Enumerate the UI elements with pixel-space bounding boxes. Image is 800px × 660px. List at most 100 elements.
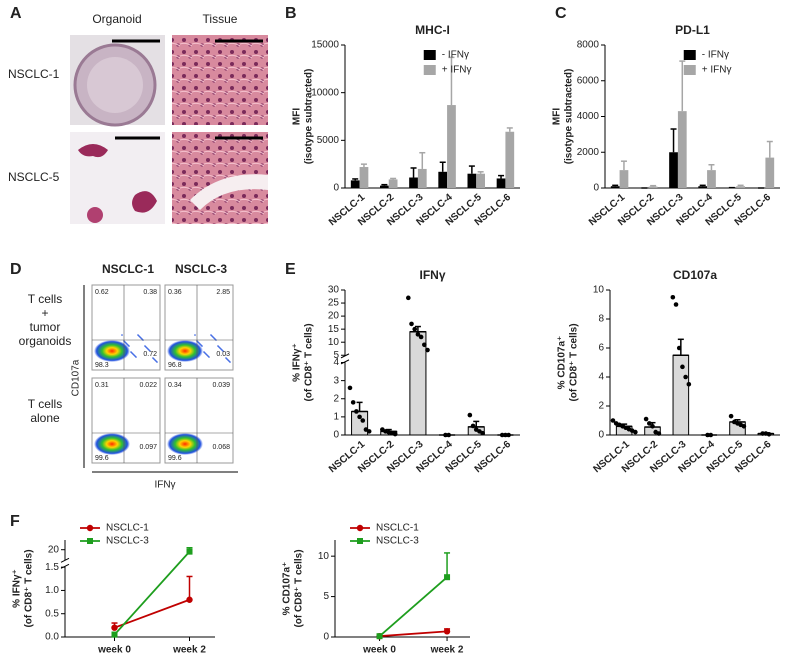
axis-break xyxy=(60,557,70,563)
event-dot xyxy=(222,350,224,352)
panel-letter: C xyxy=(555,5,567,22)
event-dot xyxy=(213,337,215,339)
y-axis-label: (of CD8⁺ T cells) xyxy=(304,323,315,401)
legend-swatch xyxy=(423,50,436,60)
event-dot xyxy=(145,346,147,348)
data-point xyxy=(680,364,685,370)
data-point xyxy=(418,334,424,340)
y-tick-label: 1.0 xyxy=(45,585,59,596)
x-tick-label: week 0 xyxy=(97,645,131,656)
axis-break xyxy=(340,359,350,365)
event-dot xyxy=(135,356,137,358)
y-tick-label: 4 xyxy=(598,372,604,383)
y-tick-label: 0.5 xyxy=(45,608,59,619)
flow-x-label: IFNγ xyxy=(154,480,175,491)
marker xyxy=(111,631,118,638)
density-blob xyxy=(167,340,203,362)
y-tick-label: 4000 xyxy=(577,111,600,122)
quadrant-value: 96.8 xyxy=(168,362,182,369)
bar xyxy=(736,186,745,188)
y-axis-label: % CD107a⁺ xyxy=(282,562,293,616)
panel-letter: E xyxy=(285,261,296,278)
bar xyxy=(359,167,369,188)
chart-title: IFNγ xyxy=(419,268,445,282)
y-axis-label: (of CD8⁺ T cells) xyxy=(294,549,305,627)
legend-label: + IFNγ xyxy=(702,65,732,76)
bar xyxy=(409,177,418,188)
event-dot xyxy=(206,354,208,356)
data-point xyxy=(425,347,430,353)
event-dot xyxy=(134,355,136,357)
event-dot xyxy=(198,342,200,344)
data-point xyxy=(480,430,485,436)
event-dot xyxy=(227,359,229,361)
event-dot xyxy=(199,343,201,345)
data-point xyxy=(409,321,414,327)
image-column-label: Organoid xyxy=(92,12,141,26)
y-tick-label: 10 xyxy=(318,551,330,562)
panel-letter: B xyxy=(285,5,297,22)
panel-letter: F xyxy=(10,513,20,530)
event-dot xyxy=(217,345,219,347)
y-tick-label: 8000 xyxy=(577,40,600,51)
marker xyxy=(376,633,383,640)
quadrant-value: 0.097 xyxy=(139,444,157,451)
bar xyxy=(417,168,427,188)
data-point xyxy=(412,326,418,332)
chart-title: CD107a xyxy=(673,268,717,282)
bar xyxy=(496,178,506,188)
event-dot xyxy=(218,346,220,348)
y-tick-label: 20 xyxy=(48,544,60,555)
y-tick-label: 10 xyxy=(328,337,340,348)
flow-y-label: CD107a xyxy=(71,359,82,396)
event-dot xyxy=(139,336,141,338)
legend-marker xyxy=(357,538,363,544)
quadrant-value: 0.03 xyxy=(216,351,230,358)
bar xyxy=(610,186,620,188)
image-row-label: NSCLC-5 xyxy=(8,170,60,184)
data-point xyxy=(610,418,616,423)
y-tick-label: 2000 xyxy=(577,147,600,158)
quadrant-value: 0.72 xyxy=(143,351,157,358)
x-tick-label: week 2 xyxy=(430,645,464,656)
event-dot xyxy=(155,360,157,362)
event-dot xyxy=(229,361,231,363)
event-dot xyxy=(131,352,133,354)
y-axis-label: % IFNγ⁺ xyxy=(292,343,303,382)
event-dot xyxy=(194,334,196,336)
event-dot xyxy=(147,348,149,350)
quadrant-value: 0.068 xyxy=(212,444,230,451)
legend-swatch xyxy=(683,50,696,60)
data-point xyxy=(503,432,508,438)
chart-title: MHC-I xyxy=(415,23,450,37)
y-axis-label: % IFNγ⁺ xyxy=(12,569,23,608)
event-dot xyxy=(214,338,216,340)
bar xyxy=(707,170,716,188)
data-point xyxy=(422,342,427,348)
panel-letter: A xyxy=(10,5,22,22)
event-dot xyxy=(138,335,140,337)
data-point xyxy=(708,432,714,438)
event-dot xyxy=(212,336,214,338)
y-axis-label: (of CD8⁺ T cells) xyxy=(569,323,580,401)
legend-swatch xyxy=(683,65,696,75)
data-point xyxy=(446,432,451,438)
data-point xyxy=(650,424,655,429)
y-axis-label: MFI xyxy=(292,108,303,125)
marker xyxy=(186,596,193,603)
series-line xyxy=(378,576,448,637)
data-point xyxy=(670,294,676,300)
bar xyxy=(619,170,629,188)
y-tick-label: 0.0 xyxy=(45,632,59,643)
axis-break xyxy=(61,560,69,567)
data-point xyxy=(354,409,359,414)
legend-marker xyxy=(87,538,93,544)
data-point xyxy=(415,332,421,337)
event-dot xyxy=(204,352,206,354)
series-line xyxy=(114,598,190,629)
flow-row-label: organoids xyxy=(19,334,72,348)
event-dot xyxy=(210,334,212,336)
data-point xyxy=(357,414,362,420)
y-tick-label: 6000 xyxy=(577,75,600,86)
